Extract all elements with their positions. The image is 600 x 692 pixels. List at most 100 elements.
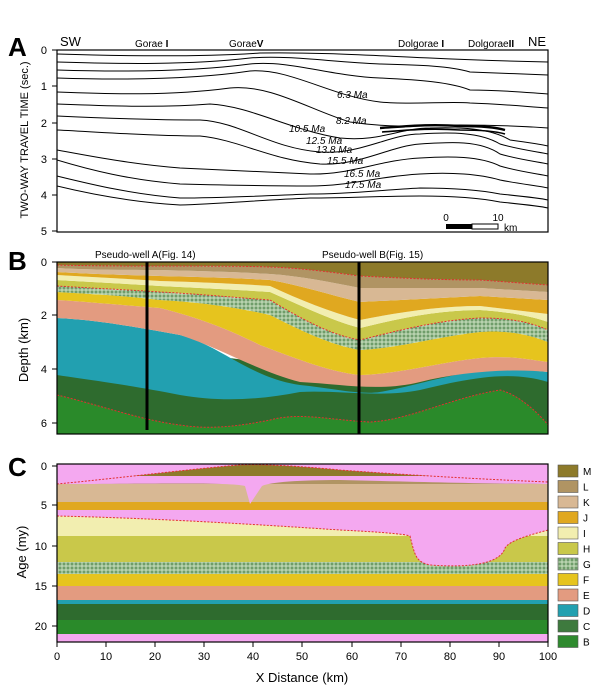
y-tick: 6: [41, 418, 47, 430]
scale-start: 0: [443, 213, 449, 224]
ne-label: NE: [528, 34, 546, 49]
horizon-line: [57, 129, 548, 165]
y-tick: 15: [35, 581, 47, 593]
y-tick: 0: [41, 257, 47, 269]
x-tick: 0: [54, 651, 60, 663]
layer-F: [57, 292, 548, 375]
x-tick: 70: [395, 651, 407, 663]
legend-swatch: [557, 604, 579, 617]
y-tick: 5: [41, 226, 47, 238]
svg-text:DolgoraeII: DolgoraeII: [468, 39, 514, 50]
horizon-line: [57, 115, 548, 155]
x-tick: 80: [444, 651, 456, 663]
depth-section: [57, 262, 548, 434]
panel-a-yticks: 0 1 2 3 4 5: [41, 45, 57, 238]
legend-label: E: [583, 591, 590, 602]
band-J: [57, 502, 548, 510]
sw-label: SW: [60, 34, 82, 49]
svg-text:Dolgorae I: Dolgorae I: [398, 39, 444, 50]
legend-swatch: [557, 619, 579, 633]
legend-swatch: [557, 557, 579, 571]
legend-swatch: [557, 495, 579, 509]
legend-label: D: [583, 607, 590, 618]
layer-E: [57, 300, 548, 387]
legend-label: H: [583, 545, 590, 556]
horizon-label: 16.5 Ma: [344, 169, 381, 180]
panel-a-frame: [56, 49, 549, 233]
legend-swatch: [557, 464, 579, 478]
well-label: GoraeV: [229, 39, 264, 50]
panel-a-ylabel: TWO-WAY TRAVEL TIME (sec.): [19, 61, 31, 218]
y-tick: 1: [41, 81, 47, 93]
x-tick: 90: [493, 651, 505, 663]
legend-swatch: [557, 511, 579, 524]
band-pink: [57, 510, 548, 516]
band-D: [57, 600, 548, 604]
pseudo-well-b-label: Pseudo-well B(Fig. 15): [322, 250, 423, 261]
legend-label: G: [583, 560, 591, 571]
legend-swatch: [557, 542, 579, 555]
hiatus-top-lower: [57, 476, 548, 504]
band-C: [57, 604, 548, 620]
legend-label: I: [583, 529, 586, 540]
panel-b: B Depth (km) Pseudo-well A(Fig.: [8, 246, 549, 435]
horizon-label: 12.5 Ma: [306, 136, 343, 147]
panel-c-xticks: 0 10 20 30 40 50 60 70 80 90 100: [54, 642, 557, 663]
layer-B-lower: [57, 390, 548, 434]
layer-D: [57, 318, 548, 400]
horizon-labels: 6.3 Ma 8.2 Ma 10.5 Ma 12.5 Ma 13.8 Ma 15…: [289, 90, 382, 191]
horizon-label: 6.3 Ma: [337, 90, 368, 101]
layer-M: [57, 262, 548, 285]
layer-H: [57, 280, 548, 340]
horizon-label: 17.5 Ma: [345, 180, 382, 191]
horizon-label: 10.5 Ma: [289, 124, 326, 135]
horizon-label: 8.2 Ma: [336, 116, 367, 127]
panel-c-yticks: 0 5 10 15 20: [35, 461, 57, 633]
x-tick: 40: [247, 651, 259, 663]
horizon-line: [57, 52, 548, 63]
x-tick: 10: [100, 651, 112, 663]
horizon-line: [379, 123, 506, 132]
x-tick: 20: [149, 651, 161, 663]
x-tick: 30: [198, 651, 210, 663]
legend-swatch: [557, 635, 579, 648]
band-E: [57, 586, 548, 600]
y-tick: 2: [41, 310, 47, 322]
legend-label: F: [583, 576, 589, 587]
hiatus-boundaries: [57, 464, 548, 567]
x-tick: 100: [539, 651, 557, 663]
band-K: [57, 484, 548, 502]
panel-c: C Age (my): [8, 452, 557, 685]
horizon-line: [57, 70, 548, 109]
y-tick: 10: [35, 541, 47, 553]
y-tick: 2: [41, 118, 47, 130]
hiatus-top: [57, 464, 548, 484]
scale-bar: 0 10 km: [443, 213, 517, 234]
legend-label: J: [583, 514, 588, 525]
legend-label: M: [583, 467, 591, 478]
age-chart: [57, 464, 548, 642]
y-tick: 3: [41, 154, 47, 166]
horizon-line: [381, 128, 506, 135]
legend-label: K: [583, 498, 590, 509]
horizon-line: [57, 62, 548, 95]
panel-c-ylabel: Age (my): [14, 526, 29, 579]
panel-a-letter: A: [8, 32, 27, 62]
horizon-line: [57, 87, 548, 129]
scale-unit: km: [504, 223, 517, 234]
horizon-line: [57, 56, 548, 76]
panel-b-ylabel: Depth (km): [16, 318, 31, 382]
band-G: [57, 562, 548, 574]
horizon-label: 15.5 Ma: [327, 156, 364, 167]
layer-I: [57, 275, 548, 328]
x-tick: 60: [346, 651, 358, 663]
horizon-line: [57, 159, 548, 189]
y-tick: 0: [41, 45, 47, 57]
well-label: DolgoraeII: [468, 39, 514, 50]
layer-J: [57, 272, 548, 320]
panel-b-frame: [56, 261, 549, 435]
svg-text:Gorae I: Gorae I: [135, 39, 169, 50]
legend-swatch: [557, 573, 579, 586]
